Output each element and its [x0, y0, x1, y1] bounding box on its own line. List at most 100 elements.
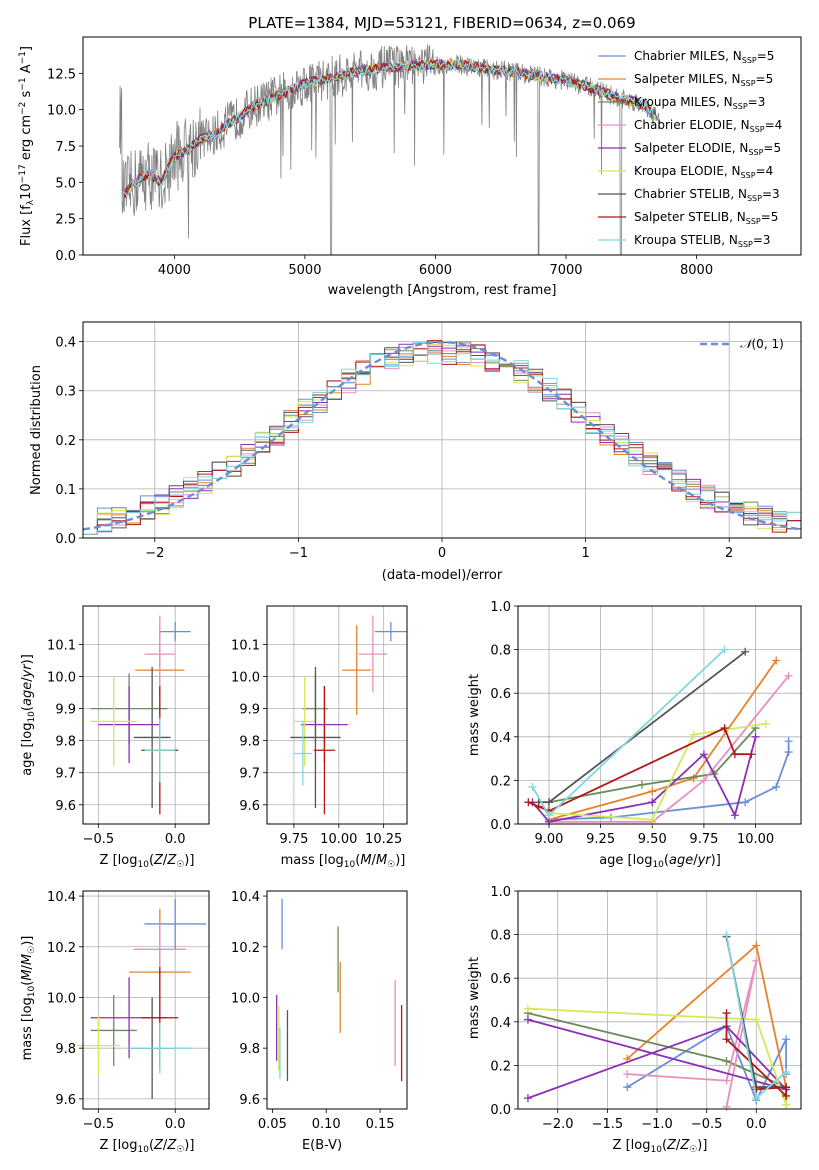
x-tick-label: 9.75 — [279, 832, 308, 847]
histogram-grid: −2 −1 0 1 2 0.0 0.1 0.2 0.3 0.4 — [55, 322, 801, 561]
x-tick-label: −1 — [289, 546, 308, 561]
weight-line-4 — [527, 1018, 789, 1099]
weight-marker-0 — [784, 748, 793, 757]
y-tick-label: 10.4 — [231, 890, 260, 905]
x-tick-label: 7000 — [549, 263, 582, 278]
wZ-xlabel: Z [log10(Z/Z☉)] — [613, 1138, 708, 1155]
histogram-ylabel: Normed distribution — [29, 365, 44, 495]
weight-marker-4 — [648, 798, 657, 807]
x-tick-label: 0.05 — [258, 1117, 287, 1132]
weight-marker-7 — [747, 750, 756, 759]
mass-vs-ebv-panel: 0.05 0.10 0.15 9.6 9.8 10.0 10.2 10.4 — [231, 890, 408, 1132]
x-tick-label: −0.5 — [83, 832, 115, 847]
weight-marker-3 — [784, 671, 793, 680]
x-tick-label: −1.5 — [592, 1117, 624, 1132]
weight-marker-2 — [722, 1057, 731, 1066]
mZ-xlabel: Z [log10(Z/Z☉)] — [100, 1138, 195, 1155]
weight-marker-1 — [772, 656, 781, 665]
weight-marker-8 — [782, 1067, 791, 1076]
x-tick-label: −2.0 — [542, 1117, 574, 1132]
weight-marker-8 — [544, 811, 553, 820]
wAge-ylabel: mass weight — [467, 674, 482, 756]
legend-label-3: Chabrier ELODIE, NSSP=4 — [634, 118, 782, 134]
mZ-ylabel: mass [log10(M/M☉)] — [20, 936, 37, 1061]
weight-marker-8 — [528, 782, 537, 791]
weight-marker-5 — [648, 815, 657, 824]
weight-marker-7 — [730, 750, 739, 759]
y-tick-label: 0.1 — [55, 483, 76, 498]
y-tick-label: 0.4 — [490, 1016, 511, 1031]
x-tick-label: 0.0 — [746, 1117, 767, 1132]
weight-marker-7 — [524, 798, 533, 807]
weight-vs-age-panel: 9.00 9.25 9.50 9.75 10.00 0.0 0.2 0.4 0.6 0.8 1.0 — [490, 600, 802, 847]
y-tick-label: 0.0 — [490, 818, 511, 833]
axes-frame — [517, 890, 802, 1110]
y-tick-label: 2.5 — [55, 213, 76, 228]
x-tick-label: 10.00 — [320, 832, 357, 847]
y-tick-label: 10.4 — [47, 890, 76, 905]
legend-label-8: Kroupa STELIB, NSSP=3 — [634, 233, 771, 249]
x-tick-label: 8000 — [680, 263, 713, 278]
spectrum-panel: 4000 5000 6000 7000 8000 0.0 2.5 5.0 7.5 10.0 12.5… — [18, 36, 802, 298]
weight-line-3 — [549, 675, 790, 823]
weight-marker-4 — [523, 1015, 532, 1024]
histogram-axes-frame — [82, 321, 802, 539]
spectrum-xlabel: wavelength [Angstrom, rest frame] — [328, 283, 557, 298]
weight-marker-7 — [720, 724, 729, 733]
y-tick-label: 10.0 — [231, 991, 260, 1006]
weight-marker-7 — [752, 1085, 761, 1094]
y-tick-label: 0.2 — [55, 434, 76, 449]
x-tick-label: 9.50 — [638, 832, 667, 847]
y-tick-label: 1.0 — [490, 600, 511, 615]
y-tick-label: 0.6 — [490, 687, 511, 702]
residual-histogram-panel: −2 −1 0 1 2 0.0 0.1 0.2 0.3 0.4 𝒩(0, 1) (data-mod… — [29, 321, 802, 583]
x-tick-label: 4000 — [158, 263, 191, 278]
wAge-xlabel: age [log10(age/yr)] — [599, 853, 721, 870]
y-tick-label: 0.4 — [490, 731, 511, 746]
weight-marker-5 — [523, 1004, 532, 1013]
x-tick-label: −2 — [145, 546, 164, 561]
weight-marker-5 — [689, 730, 698, 739]
x-tick-label: −0.5 — [691, 1117, 723, 1132]
y-tick-label: 0.4 — [55, 336, 76, 351]
figure-title: PLATE=1384, MJD=53121, FIBERID=0634, z=0… — [248, 14, 635, 32]
x-tick-label: 0 — [438, 546, 446, 561]
weight-marker-4 — [699, 750, 708, 759]
legend-label-0: Chabrier MILES, NSSP=5 — [634, 49, 774, 65]
x-tick-label: 10.25 — [365, 832, 402, 847]
weight-marker-8 — [722, 930, 731, 939]
weight-marker-0 — [782, 1035, 791, 1044]
weight-line-4 — [531, 736, 757, 823]
y-tick-label: 9.8 — [239, 735, 260, 750]
y-tick-label: 5.0 — [55, 176, 76, 191]
weight-marker-4 — [730, 811, 739, 820]
weight-marker-3 — [722, 1102, 731, 1111]
weight-marker-7 — [782, 1083, 791, 1092]
weight-marker-5 — [752, 1015, 761, 1024]
y-tick-label: 10.0 — [47, 671, 76, 686]
weight-marker-0 — [741, 798, 750, 807]
weight-marker-6 — [544, 798, 553, 807]
weight-vs-metallicity-panel: −2.0 −1.5 −1.0 −0.5 0.0 0.0 0.2 0.4 0.6 0.8 1.0 — [490, 885, 802, 1132]
y-tick-label: 9.7 — [239, 767, 260, 782]
mass-vs-metallicity-panel: −0.5 0.0 9.6 9.8 10.0 10.2 10.4 — [47, 890, 210, 1132]
y-tick-label: 10.0 — [47, 991, 76, 1006]
y-tick-label: 9.8 — [239, 1042, 260, 1057]
y-tick-label: 9.6 — [239, 799, 260, 814]
x-tick-label: 0.15 — [366, 1117, 395, 1132]
y-tick-label: 0.2 — [490, 774, 511, 789]
ageZ-xlabel: Z [log10(Z/Z☉)] — [100, 853, 195, 870]
y-tick-label: 9.9 — [55, 703, 76, 718]
y-tick-label: 9.8 — [55, 735, 76, 750]
legend-label-1: Salpeter MILES, NSSP=5 — [634, 72, 773, 88]
x-tick-label: 9.00 — [535, 832, 564, 847]
ageZ-ylabel: age [log10(age/yr)] — [20, 654, 37, 776]
y-tick-label: 0.0 — [55, 249, 76, 264]
legend-label-7: Salpeter STELIB, NSSP=5 — [634, 210, 778, 226]
x-tick-label: 9.25 — [586, 832, 615, 847]
age-vs-metallicity-panel: −0.5 0.0 9.6 9.7 9.8 9.9 10.0 10.1 — [47, 605, 210, 847]
y-tick-label: 0.0 — [55, 532, 76, 547]
x-tick-label: −1.0 — [641, 1117, 673, 1132]
weight-marker-1 — [752, 941, 761, 950]
y-tick-label: 10.1 — [47, 638, 76, 653]
